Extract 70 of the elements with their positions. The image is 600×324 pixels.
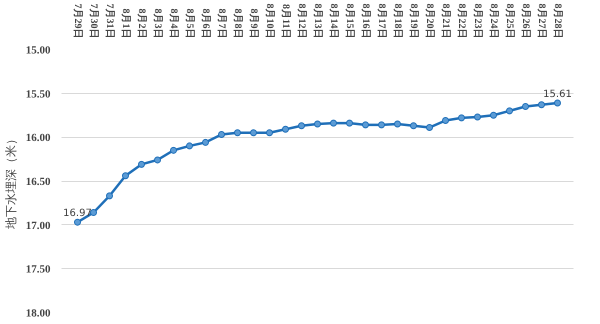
point — [474, 114, 481, 120]
y-tick-label: 15.50 — [26, 88, 51, 100]
y-tick-label: 18.00 — [26, 308, 51, 320]
x-tick-label: 8月21日 — [440, 4, 451, 38]
x-tick-label: 8月25日 — [504, 4, 515, 38]
x-tick-label: 7月29日 — [72, 4, 83, 38]
x-tick-label: 8月20日 — [424, 4, 435, 38]
x-tick-label: 8月12日 — [296, 4, 307, 38]
data-label: 15.61 — [543, 88, 572, 100]
x-tick-label: 8月26日 — [520, 4, 531, 38]
x-tick-label: 8月7日 — [216, 8, 227, 38]
x-tick-label: 8月5日 — [184, 8, 195, 38]
point — [234, 129, 241, 136]
point — [218, 131, 225, 138]
point — [314, 120, 321, 128]
point — [394, 120, 401, 128]
point — [506, 107, 513, 114]
point — [250, 129, 257, 136]
x-tick-label: 8月28日 — [552, 4, 563, 38]
x-tick-label: 8月13日 — [312, 4, 323, 38]
point — [266, 129, 273, 136]
point — [330, 120, 337, 127]
x-tick-label: 8月15日 — [344, 4, 355, 38]
x-tick-label: 8月27日 — [536, 4, 547, 38]
x-tick-label: 8月6日 — [200, 8, 211, 38]
point — [202, 138, 209, 146]
point — [138, 160, 145, 168]
point — [298, 122, 305, 130]
point — [522, 102, 529, 110]
y-tick-label: 17.00 — [26, 220, 51, 232]
y-axis-title: 地下水埋深（米） — [4, 133, 18, 230]
x-tick-label: 8月24日 — [488, 4, 499, 38]
x-tick-label: 8月14日 — [328, 4, 339, 38]
x-tick-label: 8月19日 — [408, 4, 419, 38]
point — [170, 146, 177, 154]
x-tick-label: 7月31日 — [104, 4, 115, 38]
y-tick-label: 16.00 — [26, 132, 51, 144]
point — [362, 121, 369, 128]
point — [410, 122, 417, 130]
point — [378, 121, 385, 128]
point — [426, 124, 433, 132]
point — [346, 120, 353, 127]
y-tick-label: 17.50 — [26, 264, 51, 276]
x-tick-label: 8月22日 — [456, 4, 467, 38]
point — [490, 112, 497, 119]
point — [442, 117, 449, 124]
point — [74, 218, 81, 226]
point — [122, 172, 129, 180]
x-tick-label: 8月9日 — [248, 8, 259, 38]
point — [554, 99, 561, 106]
point — [458, 114, 465, 122]
point — [106, 192, 113, 200]
x-tick-label: 8月17日 — [376, 4, 387, 38]
x-tick-label: 7月30日 — [88, 4, 99, 38]
x-tick-label: 8月11日 — [280, 4, 291, 39]
x-tick-label: 8月18日 — [392, 4, 403, 38]
point — [186, 142, 193, 150]
point — [154, 156, 161, 164]
x-tick-label: 8月4日 — [168, 8, 179, 38]
point — [282, 126, 289, 133]
x-tick-label: 8月3日 — [152, 8, 163, 38]
y-tick-label: 15.00 — [26, 44, 51, 56]
x-tick-label: 8月1日 — [120, 8, 131, 38]
x-tick-label: 8月16日 — [360, 4, 371, 38]
x-tick-label: 8月10日 — [264, 4, 275, 38]
x-tick-label: 8月23日 — [472, 4, 483, 38]
x-tick-label: 8月8日 — [232, 8, 243, 38]
y-tick-label: 16.50 — [26, 176, 51, 188]
point — [538, 101, 545, 108]
x-tick-label: 8月2日 — [136, 8, 147, 38]
